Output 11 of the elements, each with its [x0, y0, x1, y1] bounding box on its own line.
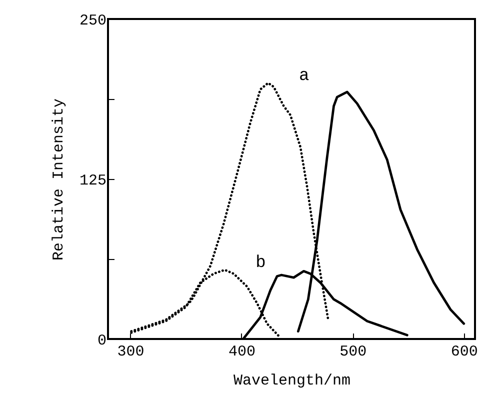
y-axis-title: Relative Intensity: [50, 98, 68, 261]
x-axis-title: Wavelength/nm: [233, 372, 351, 390]
annotation: a: [299, 67, 310, 86]
x-tick-label: 500: [340, 344, 367, 360]
y-tick-label: 250: [79, 12, 106, 30]
x-tick-label: 300: [117, 344, 144, 360]
x-tick-label: 600: [450, 344, 478, 360]
x-tick-label: 400: [228, 344, 256, 360]
annotation: b: [256, 254, 266, 273]
y-tick-label: 125: [79, 172, 106, 190]
y-tick-label: 0: [97, 332, 106, 350]
